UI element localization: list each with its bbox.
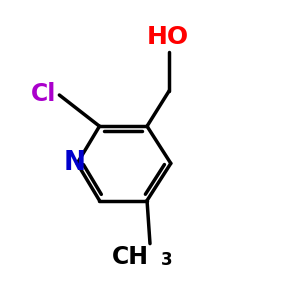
Text: HO: HO — [147, 25, 189, 49]
Text: CH: CH — [112, 245, 148, 269]
Text: N: N — [64, 150, 86, 176]
Text: 3: 3 — [161, 251, 173, 269]
Text: Cl: Cl — [31, 82, 56, 106]
